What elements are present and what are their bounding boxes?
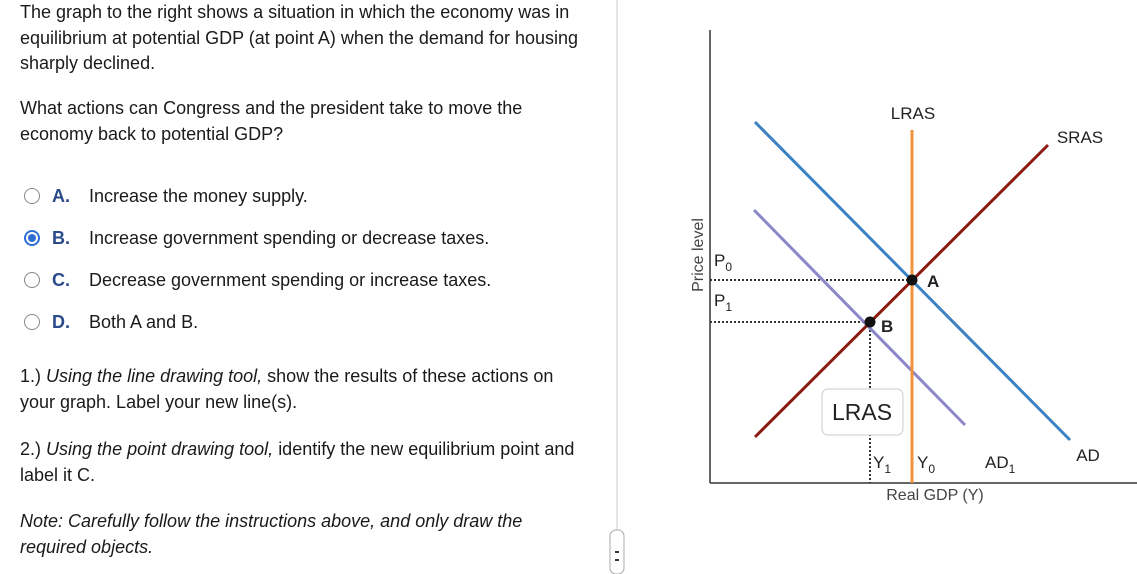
step-text: show the results of these actions on you… [20, 366, 554, 412]
option-text: Both A and B. [89, 311, 199, 332]
step-tool: Using the point drawing tool, [46, 439, 274, 459]
step-number: 2.) [20, 439, 42, 459]
p0-base: P [714, 251, 725, 270]
option[interactable]: A. Increase the money supply. [24, 184, 308, 208]
p0-label: P0 [714, 251, 732, 274]
option-letter: D. [52, 311, 70, 332]
step-text: identify the new equilibrium point and l… [20, 439, 575, 485]
option-letter: A. [52, 185, 70, 206]
lras-label: LRAS [891, 104, 935, 123]
option-text: Increase government spending or decrease… [89, 227, 490, 248]
ad1-label: AD1 [985, 453, 1016, 476]
step-number: 1.) [20, 366, 42, 386]
y0-label: Y0 [917, 453, 935, 476]
point-a [906, 274, 918, 286]
note: Note: Carefully follow the instructions … [20, 511, 523, 557]
ad1-curve [752, 208, 967, 427]
option-text: Decrease government spending or increase… [89, 269, 492, 290]
step-tool: Using the line drawing tool, [46, 366, 263, 386]
y1-label: Y1 [873, 453, 891, 476]
step-2: 2.) Using the point drawing tool, identi… [20, 437, 585, 488]
point-b [864, 316, 876, 328]
point-b-label: B [881, 317, 893, 336]
ad1-sub: 1 [1009, 462, 1016, 476]
option-letter: B. [52, 227, 70, 248]
y0-sub: 0 [928, 462, 935, 476]
point-a-label: A [927, 272, 939, 291]
p0-sub: 0 [725, 260, 732, 274]
x-axis-label: Real GDP (Y) [886, 487, 984, 504]
ad1-base: AD [985, 453, 1009, 472]
prompt: What actions can Congress and the presid… [20, 98, 523, 144]
sras-label: SRAS [1057, 128, 1103, 147]
option[interactable]: D. Both A and B. [24, 310, 198, 334]
sras-curve [753, 143, 1050, 439]
p1-base: P [714, 291, 725, 310]
option-text: Increase the money supply. [89, 185, 308, 206]
p1-sub: 1 [725, 300, 732, 314]
option-letter: C. [52, 269, 70, 290]
y0-base: Y [917, 453, 928, 472]
option[interactable]: B. Increase government spending or decrea… [24, 226, 489, 250]
tooltip: LRAS [832, 399, 892, 425]
step-1: 1.) Using the line drawing tool, show th… [20, 364, 585, 415]
intro: The graph to the right shows a situation… [20, 2, 578, 73]
tooltip-box [821, 388, 904, 436]
y1-sub: 1 [884, 462, 891, 476]
y-axis-label: Price level [690, 218, 707, 292]
ad-label: AD [1076, 446, 1100, 465]
option[interactable]: C. Decrease government spending or increa… [24, 268, 491, 292]
p1-label: P1 [714, 291, 732, 314]
y1-base: Y [873, 453, 884, 472]
